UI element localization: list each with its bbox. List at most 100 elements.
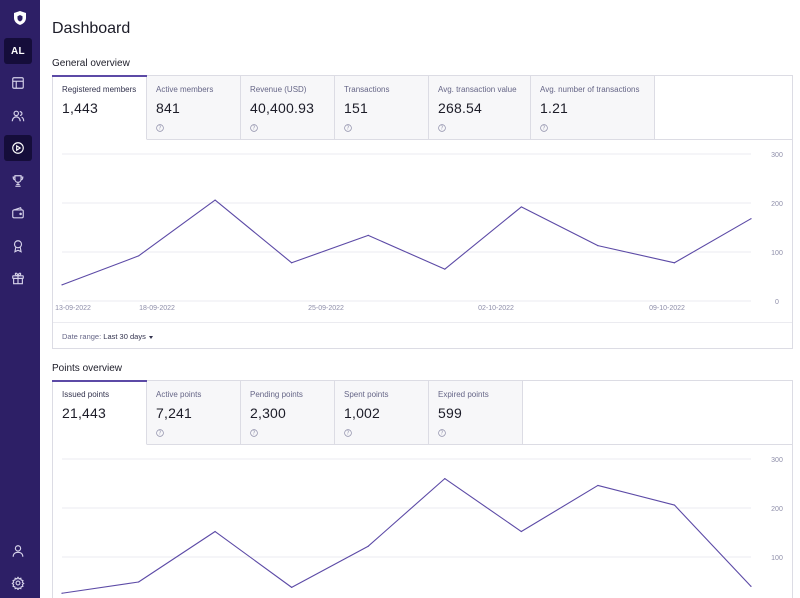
general-chart: 300 200 100 0 13-09-2022 18-09-2022 25-09-2022… — [53, 140, 792, 322]
help-icon[interactable]: ? — [344, 429, 352, 437]
svg-text:?: ? — [543, 126, 546, 132]
stat-label: Pending points — [250, 390, 303, 399]
series-line — [61, 478, 752, 594]
data-point — [61, 592, 63, 594]
general-overview-title: General overview — [52, 58, 130, 69]
stat-registered-members[interactable]: Registered members 1,443 — [52, 75, 147, 140]
data-point — [597, 484, 599, 487]
help-icon[interactable]: ? — [438, 124, 446, 132]
stat-value: 268.54 — [438, 100, 483, 116]
data-point — [291, 586, 293, 588]
x-tick-label: 18-09-2022 — [139, 305, 175, 312]
svg-text:?: ? — [441, 431, 444, 437]
date-range-filter[interactable]: Date range: Last 30 days — [53, 322, 792, 348]
user-icon[interactable] — [4, 538, 32, 564]
y-tick-label: 100 — [771, 555, 783, 562]
stat-value: 7,241 — [156, 405, 193, 421]
help-icon[interactable]: ? — [250, 429, 258, 437]
stat-pending-points[interactable]: Pending points 2,300 ? — [241, 381, 335, 445]
svg-text:?: ? — [441, 126, 444, 132]
points-line-chart: 300 200 100 — [61, 457, 783, 594]
shield-logo-icon[interactable] — [0, 6, 40, 30]
x-tick-label: 09-10-2022 — [649, 305, 685, 312]
y-tick-label: 200 — [771, 506, 783, 513]
help-icon[interactable]: ? — [250, 124, 258, 132]
data-point — [520, 206, 522, 208]
avatar[interactable]: AL — [4, 38, 32, 64]
stat-label: Transactions — [344, 85, 390, 94]
date-range-value[interactable]: Last 30 days — [103, 332, 146, 341]
caret-down-icon[interactable] — [148, 335, 153, 339]
data-point — [367, 234, 369, 236]
stats-tab-filler — [655, 76, 792, 140]
general-line-chart: 300 200 100 0 13-09-2022 18-09-2022 25-09-2022… — [55, 152, 783, 312]
stats-tab-filler — [523, 381, 792, 445]
sidebar: AL — [0, 0, 40, 598]
stat-avg-number-of-transactions[interactable]: Avg. number of transactions 1.21 ? — [531, 76, 655, 140]
x-tick-label: 13-09-2022 — [55, 305, 91, 312]
data-point — [214, 199, 216, 201]
main-content: Dashboard General overview Registered me… — [40, 0, 800, 598]
stat-revenue[interactable]: Revenue (USD) 40,400.93 ? — [241, 76, 335, 140]
help-icon[interactable]: ? — [156, 124, 164, 132]
stat-value: 1,443 — [62, 100, 99, 116]
stat-active-points[interactable]: Active points 7,241 ? — [147, 381, 241, 445]
stat-value: 1,002 — [344, 405, 381, 421]
y-tick-label: 0 — [775, 299, 779, 306]
stat-expired-points[interactable]: Expired points 599 ? — [429, 381, 523, 445]
data-point — [444, 268, 446, 270]
stat-label: Registered members — [62, 85, 137, 94]
points-overview-title: Points overview — [52, 363, 123, 374]
stat-value: 151 — [344, 100, 368, 116]
layout-icon[interactable] — [4, 70, 32, 96]
stat-issued-points[interactable]: Issued points 21,443 — [52, 380, 147, 445]
award-icon[interactable] — [4, 233, 32, 259]
stat-spent-points[interactable]: Spent points 1,002 ? — [335, 381, 429, 445]
help-icon[interactable]: ? — [156, 429, 164, 437]
svg-text:?: ? — [159, 431, 162, 437]
stat-label: Active members — [156, 85, 214, 94]
stat-label: Avg. number of transactions — [540, 85, 640, 94]
stat-label: Expired points — [438, 390, 489, 399]
play-circle-icon[interactable] — [4, 135, 32, 161]
stat-active-members[interactable]: Active members 841 ? — [147, 76, 241, 140]
stat-value: 841 — [156, 100, 180, 116]
stat-transactions[interactable]: Transactions 151 ? — [335, 76, 429, 140]
stat-value: 599 — [438, 405, 462, 421]
data-point — [137, 255, 140, 257]
wallet-icon[interactable] — [4, 200, 32, 226]
gift-icon[interactable] — [4, 265, 32, 291]
page-title: Dashboard — [52, 20, 131, 37]
y-tick-label: 200 — [771, 201, 783, 208]
stat-value: 1.21 — [540, 100, 569, 116]
users-icon[interactable] — [4, 103, 32, 129]
data-point — [520, 530, 522, 533]
points-overview-card: Issued points 21,443 Active points 7,241… — [52, 380, 793, 598]
y-tick-label: 300 — [771, 152, 783, 159]
svg-text:?: ? — [253, 126, 256, 132]
stat-label: Revenue (USD) — [250, 85, 307, 94]
data-point — [444, 478, 446, 480]
y-tick-label: 300 — [771, 457, 783, 464]
points-chart: 300 200 100 — [53, 445, 792, 598]
data-point — [291, 262, 293, 264]
help-icon[interactable]: ? — [438, 429, 446, 437]
svg-text:?: ? — [347, 126, 350, 132]
svg-text:?: ? — [347, 431, 350, 437]
data-point — [750, 585, 752, 587]
help-icon[interactable]: ? — [540, 124, 548, 132]
points-stats-tabs: Issued points 21,443 Active points 7,241… — [52, 380, 792, 445]
trophy-icon[interactable] — [4, 168, 32, 194]
data-point — [137, 581, 140, 583]
stat-label: Issued points — [62, 390, 110, 399]
svg-text:?: ? — [253, 431, 256, 437]
series-line — [61, 199, 752, 286]
settings-icon[interactable] — [4, 570, 32, 596]
stat-value: 21,443 — [62, 405, 107, 421]
general-stats-tabs: Registered members 1,443 Active members … — [52, 75, 792, 140]
help-icon[interactable]: ? — [344, 124, 352, 132]
data-point — [673, 262, 676, 264]
stat-avg-transaction-value[interactable]: Avg. transaction value 268.54 ? — [429, 76, 531, 140]
data-point — [673, 504, 676, 506]
date-range-label: Date range: — [62, 332, 102, 341]
